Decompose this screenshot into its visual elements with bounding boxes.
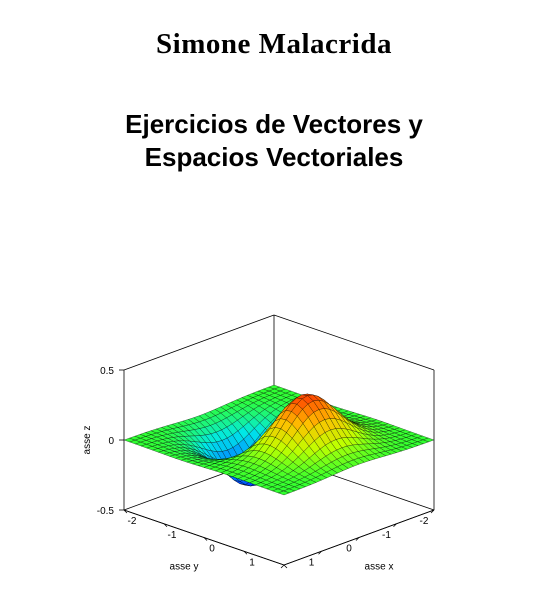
surface-chart: -2 -1 0 1 2 -2 -1 0 1 2 -0.5 0 0.5 asse x asse y asse z	[44, 272, 504, 572]
svg-text:0.5: 0.5	[100, 366, 114, 377]
author-name: Simone Malacrida	[0, 28, 548, 61]
svg-text:-2: -2	[420, 516, 429, 527]
svg-text:-0.5: -0.5	[97, 506, 115, 517]
book-cover: Simone Malacrida Ejercicios de Vectores …	[0, 0, 548, 595]
svg-text:0: 0	[209, 544, 215, 555]
title-line-1: Ejercicios de Vectores y	[125, 109, 423, 139]
svg-text:-1: -1	[382, 530, 391, 541]
svg-text:1: 1	[309, 557, 315, 568]
svg-text:0: 0	[108, 436, 114, 447]
svg-text:1: 1	[249, 557, 255, 568]
surface-mesh	[124, 385, 434, 495]
surface-svg: -2 -1 0 1 2 -2 -1 0 1 2 -0.5 0 0.5 asse x asse y asse z	[44, 272, 504, 572]
svg-text:-2: -2	[128, 516, 137, 527]
svg-text:asse y: asse y	[170, 562, 199, 573]
svg-text:2: 2	[271, 571, 277, 572]
book-title: Ejercicios de Vectores y Espacios Vector…	[0, 108, 548, 173]
title-line-2: Espacios Vectoriales	[145, 142, 404, 172]
svg-text:-1: -1	[168, 530, 177, 541]
svg-text:0: 0	[346, 544, 352, 555]
svg-text:asse z: asse z	[82, 426, 93, 455]
svg-text:asse x: asse x	[365, 562, 394, 573]
svg-text:2: 2	[289, 571, 295, 572]
